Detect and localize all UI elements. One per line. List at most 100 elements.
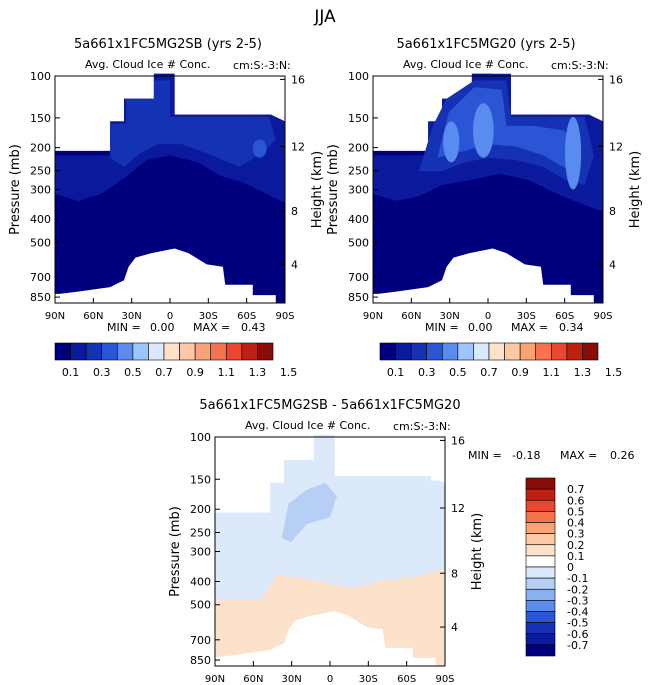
colorbar-swatch bbox=[210, 342, 227, 361]
panel-units: cm:S:-3:N: bbox=[551, 59, 609, 72]
x-tick-label: 30N bbox=[440, 311, 460, 322]
colorbar-label: 0.9 bbox=[511, 366, 529, 379]
y-tick-label: 500 bbox=[30, 236, 51, 249]
colorbar-swatch bbox=[519, 342, 537, 361]
field-patch bbox=[252, 139, 267, 158]
colorbar-swatch bbox=[225, 342, 243, 361]
y-axis-label-right: Height (km) bbox=[310, 151, 325, 228]
height-tick-label: 8 bbox=[451, 567, 458, 580]
diff-colorbar-swatch bbox=[525, 522, 556, 534]
y-tick-label: 700 bbox=[348, 271, 369, 284]
diff-colorbar-swatch bbox=[525, 488, 556, 501]
colorbar-swatch bbox=[132, 342, 149, 361]
colorbar-swatch bbox=[441, 342, 459, 361]
y-tick-label: 850 bbox=[190, 654, 211, 667]
field-patch bbox=[281, 482, 337, 543]
y-tick-label: 250 bbox=[30, 165, 51, 178]
colorbar-swatch bbox=[70, 342, 87, 361]
height-tick-label: 4 bbox=[291, 258, 298, 271]
x-tick-label: 90S bbox=[593, 311, 612, 322]
colorbar-swatch bbox=[148, 342, 165, 361]
x-tick-label: 0 bbox=[167, 311, 173, 322]
panel-subtitle: Avg. Cloud Ice # Conc. bbox=[85, 58, 210, 71]
diff-colorbar-swatch bbox=[525, 544, 556, 557]
y-axis-label: Pressure (mb) bbox=[326, 144, 341, 235]
max-value: 0.26 bbox=[610, 449, 635, 462]
diff-colorbar-label: 0.1 bbox=[567, 550, 585, 563]
colorbar-label: 0.3 bbox=[93, 366, 111, 379]
x-tick-label: 90S bbox=[275, 311, 294, 322]
diff-colorbar-label: 0.7 bbox=[567, 483, 585, 496]
y-axis-label: Pressure (mb) bbox=[8, 144, 23, 235]
diff-colorbar-swatch bbox=[525, 633, 556, 646]
diff-colorbar-swatch bbox=[525, 566, 556, 579]
diff-colorbar-swatch bbox=[525, 611, 556, 623]
diff-colorbar-swatch bbox=[525, 511, 556, 523]
y-tick-label: 250 bbox=[348, 165, 369, 178]
min-label: MIN = bbox=[468, 449, 502, 462]
x-tick-label: 90N bbox=[45, 311, 65, 322]
y-axis-label-right: Height (km) bbox=[628, 151, 643, 228]
colorbar-swatch bbox=[54, 342, 71, 361]
colorbar-swatch bbox=[582, 342, 599, 361]
diff-colorbar-label: 0.4 bbox=[567, 517, 585, 530]
diff-colorbar-label: -0.4 bbox=[567, 606, 588, 619]
min-value: 0.00 bbox=[150, 321, 175, 334]
diff-colorbar-swatch bbox=[525, 499, 556, 512]
diff-colorbar-swatch bbox=[525, 622, 556, 635]
y-tick-label: 500 bbox=[348, 236, 369, 249]
diff-colorbar-swatch bbox=[525, 588, 556, 601]
colorbar-label: 0.7 bbox=[480, 366, 498, 379]
x-tick-label: 60N bbox=[243, 674, 263, 685]
height-tick-label: 16 bbox=[451, 434, 465, 447]
y-tick-label: 850 bbox=[348, 291, 369, 304]
diff-colorbar-swatch bbox=[525, 533, 556, 546]
x-tick-label: 60N bbox=[401, 311, 421, 322]
y-tick-label: 300 bbox=[190, 546, 211, 559]
colorbar-swatch bbox=[504, 342, 521, 361]
y-tick-label: 300 bbox=[348, 184, 369, 197]
diff-colorbar-label: -0.7 bbox=[567, 639, 588, 652]
min-value: 0.00 bbox=[468, 321, 493, 334]
panel-subtitle: Avg. Cloud Ice # Conc. bbox=[403, 58, 528, 71]
colorbar-swatch bbox=[116, 342, 134, 361]
diff-colorbar-label: 0 bbox=[567, 561, 574, 574]
y-tick-label: 500 bbox=[190, 599, 211, 612]
colorbar-label: 1.1 bbox=[218, 366, 236, 379]
y-tick-label: 100 bbox=[190, 431, 211, 444]
x-tick-label: 90N bbox=[363, 311, 383, 322]
diff-colorbar-label: -0.5 bbox=[567, 617, 588, 630]
y-tick-label: 200 bbox=[190, 503, 211, 516]
colorbar-label: 0.1 bbox=[387, 366, 405, 379]
diff-colorbar-swatch bbox=[525, 577, 556, 590]
panel-title: 5a661x1FC5MG2SB - 5a661x1FC5MG20 bbox=[199, 398, 460, 413]
diff-colorbar-label: 0.2 bbox=[567, 539, 585, 552]
y-tick-label: 150 bbox=[190, 473, 211, 486]
diff-colorbar-label: -0.3 bbox=[567, 594, 588, 607]
height-tick-label: 8 bbox=[291, 205, 298, 218]
panel-1: 5a661x1FC5MG2SB (yrs 2-5) Avg. Cloud Ice … bbox=[8, 37, 325, 379]
colorbar-label: 1.1 bbox=[543, 366, 561, 379]
colorbar-label: 1.3 bbox=[574, 366, 592, 379]
height-tick-label: 4 bbox=[609, 258, 616, 271]
colorbar-label: 0.3 bbox=[418, 366, 436, 379]
y-tick-label: 850 bbox=[30, 291, 51, 304]
colorbar-swatch bbox=[566, 342, 583, 361]
colorbar-label: 1.3 bbox=[249, 366, 267, 379]
height-tick-label: 16 bbox=[609, 73, 623, 86]
diff-colorbar-swatch bbox=[525, 600, 556, 612]
colorbar-swatch bbox=[194, 342, 212, 361]
y-tick-label: 200 bbox=[30, 142, 51, 155]
x-tick-label: 60N bbox=[83, 311, 103, 322]
panel-2: 5a661x1FC5MG20 (yrs 2-5) Avg. Cloud Ice #… bbox=[326, 37, 643, 379]
x-tick-label: 0 bbox=[327, 674, 333, 685]
min-value: -0.18 bbox=[512, 449, 540, 462]
diff-colorbar-label: 0.6 bbox=[567, 494, 585, 507]
field-light-c bbox=[565, 116, 582, 190]
colorbar-swatch bbox=[395, 342, 412, 361]
diff-colorbar-swatch bbox=[525, 477, 556, 490]
height-tick-label: 8 bbox=[609, 205, 616, 218]
diff-colorbar-label: -0.1 bbox=[567, 572, 588, 585]
max-label: MAX = bbox=[560, 449, 597, 462]
max-label: MAX = bbox=[193, 321, 230, 334]
